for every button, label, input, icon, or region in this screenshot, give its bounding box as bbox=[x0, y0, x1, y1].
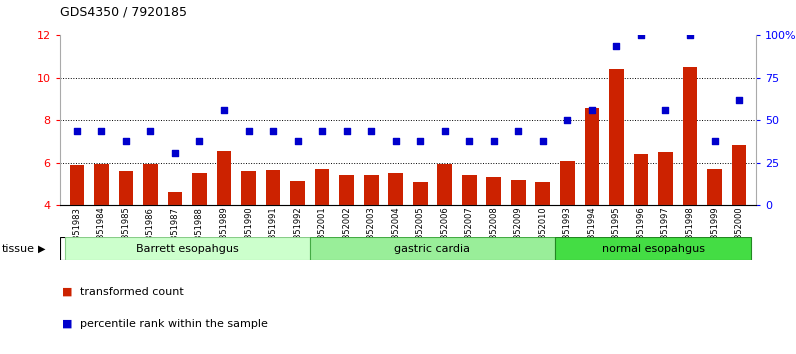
Bar bbox=[609, 69, 624, 205]
Point bbox=[414, 138, 427, 144]
Point bbox=[634, 33, 647, 38]
Text: Barrett esopahgus: Barrett esopahgus bbox=[136, 244, 239, 254]
Text: tissue: tissue bbox=[2, 244, 34, 254]
Bar bbox=[658, 152, 673, 205]
Bar bbox=[168, 192, 182, 205]
Text: ■: ■ bbox=[62, 319, 72, 329]
Point bbox=[340, 128, 353, 133]
Point bbox=[732, 97, 745, 103]
Bar bbox=[413, 182, 427, 205]
Bar bbox=[192, 173, 207, 205]
Point bbox=[537, 138, 549, 144]
Point bbox=[169, 150, 181, 155]
Text: percentile rank within the sample: percentile rank within the sample bbox=[80, 319, 267, 329]
Point bbox=[561, 118, 574, 123]
Bar bbox=[536, 182, 550, 205]
Point bbox=[365, 128, 377, 133]
Bar bbox=[555, 237, 751, 260]
Bar bbox=[119, 171, 133, 205]
Point bbox=[291, 138, 304, 144]
Point bbox=[193, 138, 206, 144]
Text: gastric cardia: gastric cardia bbox=[395, 244, 470, 254]
Point bbox=[242, 128, 255, 133]
Bar bbox=[707, 169, 722, 205]
Bar bbox=[339, 175, 354, 205]
Point bbox=[217, 107, 230, 113]
Bar bbox=[314, 169, 330, 205]
Text: ▶: ▶ bbox=[38, 244, 45, 254]
Bar bbox=[462, 175, 477, 205]
Point bbox=[95, 128, 107, 133]
Bar bbox=[683, 67, 697, 205]
Point bbox=[119, 138, 132, 144]
Bar bbox=[732, 145, 747, 205]
Bar bbox=[437, 164, 452, 205]
Point bbox=[586, 107, 599, 113]
Bar bbox=[143, 164, 158, 205]
Point bbox=[659, 107, 672, 113]
Bar bbox=[291, 181, 305, 205]
Text: GDS4350 / 7920185: GDS4350 / 7920185 bbox=[60, 5, 187, 18]
Point bbox=[389, 138, 402, 144]
Text: ■: ■ bbox=[62, 287, 72, 297]
Point bbox=[267, 128, 279, 133]
Bar bbox=[69, 165, 84, 205]
Point bbox=[684, 33, 696, 38]
Bar bbox=[94, 164, 109, 205]
Point bbox=[610, 43, 622, 48]
Bar bbox=[486, 177, 501, 205]
Bar bbox=[511, 180, 525, 205]
Text: transformed count: transformed count bbox=[80, 287, 183, 297]
Bar bbox=[64, 237, 310, 260]
Bar bbox=[266, 170, 280, 205]
Bar bbox=[310, 237, 555, 260]
Point bbox=[144, 128, 157, 133]
Point bbox=[463, 138, 476, 144]
Bar bbox=[584, 108, 599, 205]
Bar bbox=[388, 173, 403, 205]
Point bbox=[316, 128, 329, 133]
Bar bbox=[560, 161, 575, 205]
Bar bbox=[241, 171, 256, 205]
Bar bbox=[634, 154, 648, 205]
Point bbox=[71, 128, 84, 133]
Point bbox=[512, 128, 525, 133]
Text: normal esopahgus: normal esopahgus bbox=[602, 244, 704, 254]
Bar bbox=[217, 151, 232, 205]
Point bbox=[487, 138, 500, 144]
Bar bbox=[364, 175, 379, 205]
Point bbox=[439, 128, 451, 133]
Point bbox=[708, 138, 721, 144]
